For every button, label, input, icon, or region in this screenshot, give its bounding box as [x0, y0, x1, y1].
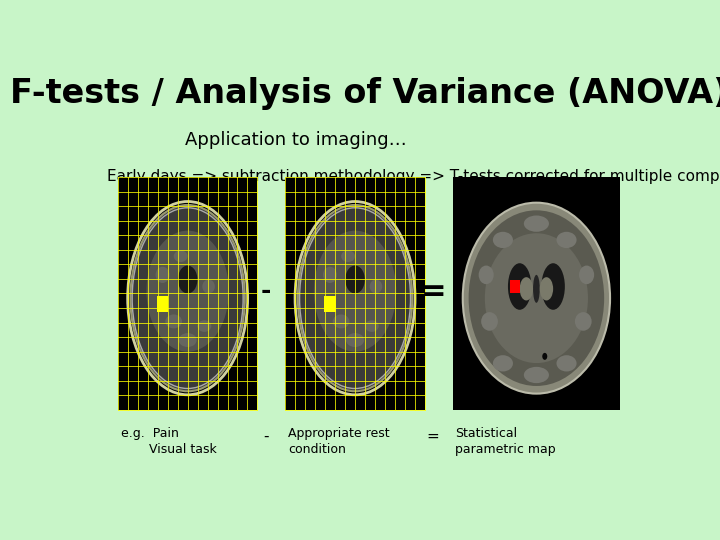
Ellipse shape: [541, 263, 565, 310]
Text: condition: condition: [288, 443, 346, 456]
Bar: [453, 177, 620, 410]
Ellipse shape: [463, 202, 610, 394]
Ellipse shape: [579, 266, 594, 284]
Ellipse shape: [146, 231, 229, 352]
Bar: [324, 296, 336, 312]
Ellipse shape: [479, 266, 494, 284]
Ellipse shape: [346, 266, 365, 293]
Ellipse shape: [323, 267, 337, 283]
Bar: [157, 296, 168, 312]
Bar: [118, 177, 258, 410]
Text: F-tests / Analysis of Variance (ANOVA): F-tests / Analysis of Variance (ANOVA): [10, 77, 720, 110]
Ellipse shape: [469, 210, 604, 386]
Ellipse shape: [166, 314, 182, 328]
Text: -: -: [261, 279, 271, 303]
Text: parametric map: parametric map: [456, 443, 556, 456]
Ellipse shape: [174, 251, 188, 262]
Text: e.g.  Pain: e.g. Pain: [121, 427, 179, 440]
Ellipse shape: [557, 355, 577, 372]
Bar: [285, 177, 425, 410]
Text: Visual task: Visual task: [121, 443, 217, 456]
Text: =: =: [427, 429, 439, 444]
Ellipse shape: [341, 251, 355, 262]
Ellipse shape: [493, 355, 513, 372]
Ellipse shape: [493, 232, 513, 248]
Ellipse shape: [533, 275, 540, 303]
Ellipse shape: [540, 277, 553, 300]
Ellipse shape: [485, 233, 588, 363]
Ellipse shape: [520, 277, 533, 300]
Ellipse shape: [524, 215, 549, 232]
Ellipse shape: [542, 353, 547, 360]
Ellipse shape: [179, 333, 197, 347]
Ellipse shape: [314, 231, 396, 352]
Ellipse shape: [156, 267, 169, 283]
Ellipse shape: [202, 280, 215, 294]
Text: Appropriate rest: Appropriate rest: [288, 427, 390, 440]
Ellipse shape: [481, 312, 498, 330]
Ellipse shape: [557, 232, 577, 248]
Ellipse shape: [197, 320, 212, 332]
Ellipse shape: [575, 312, 592, 330]
Ellipse shape: [369, 280, 382, 294]
Ellipse shape: [333, 314, 349, 328]
Bar: [510, 280, 520, 293]
Ellipse shape: [508, 263, 531, 310]
Text: Statistical: Statistical: [456, 427, 518, 440]
Text: Early days => subtraction methodology => T-tests corrected for multiple comparis: Early days => subtraction methodology =>…: [107, 168, 720, 184]
Ellipse shape: [524, 367, 549, 383]
Text: Application to imaging…: Application to imaging…: [185, 131, 407, 150]
Ellipse shape: [130, 205, 245, 392]
Text: =: =: [420, 277, 446, 306]
Ellipse shape: [298, 205, 413, 392]
Ellipse shape: [365, 320, 379, 332]
Ellipse shape: [178, 266, 197, 293]
Text: -: -: [263, 429, 269, 444]
Ellipse shape: [346, 333, 364, 347]
